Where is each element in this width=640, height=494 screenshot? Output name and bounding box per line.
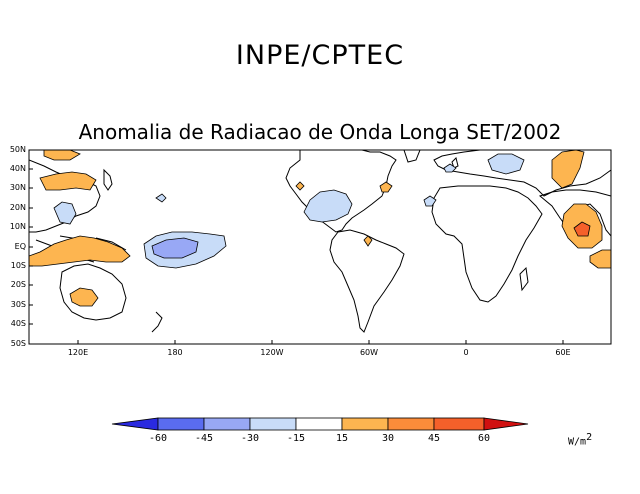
lat-label-50s: 50S [10,339,26,348]
anomaly-neg-caribbean [303,189,353,223]
anomaly-pos-east-asia [39,171,97,191]
lat-label-20s: 20S [10,280,26,289]
lon-label-0: 0 [463,348,469,357]
colorbar-tick-60: 60 [477,433,491,444]
unit-exponent: 2 [586,432,593,443]
lat-label-40s: 40S [10,319,26,328]
colorbar-bin-2 [203,417,251,431]
lat-label-eq: EQ [14,242,26,251]
lat-label-30s: 30S [10,300,26,309]
japan-outline [103,168,113,191]
unit-base: W/m [568,436,587,448]
anomaly-neg-europe-west [443,163,457,173]
australia-outline [59,263,127,321]
anomaly-neg-pacific-north [155,193,167,203]
map-ticks [29,149,564,344]
anomaly-pos-maritime-continent [29,235,131,267]
anomaly-pos-mexico [295,181,305,191]
anomaly-pos-west-pacific-north [43,150,81,161]
greenland-outline [403,150,421,163]
lon-label-120w: 120W [260,348,284,357]
anomaly-pos-indian-core [573,221,591,237]
map-title: Anomalia de Radiacao de Onda Longa SET/2… [78,120,562,144]
lon-label-120e: 120E [67,348,89,357]
anomaly-neg-atlantic-small [423,195,437,207]
lat-label-20n: 20N [9,203,26,212]
lon-label-60e: 60E [555,348,571,357]
anomaly-neg-central-pacific-core [151,237,199,259]
colorbar-bin-6 [387,417,435,431]
colorbar-arrow-right [483,417,529,431]
africa-outline [431,185,543,303]
colorbar-tick-neg45: -45 [194,433,214,444]
madagascar-outline [519,266,529,292]
lat-label-30n: 30N [9,183,26,192]
lat-label-10s: 10S [10,261,26,270]
south-america-outline [329,229,405,333]
new-zealand-outline [151,311,163,333]
colorbar-tick-45: 45 [427,433,441,444]
colorbar-arrow-left [111,417,159,431]
colorbar-tick-neg30: -30 [240,433,260,444]
anomaly-pos-atlantic [379,181,393,193]
anomaly-pos-south-indian [589,249,611,269]
colorbar-unit: W/m2 [568,432,592,447]
colorbar-bin-3 [249,417,297,431]
north-america-outline [285,150,397,233]
organization-title: INPE/CPTEC [235,40,405,71]
lon-label-180: 180 [167,348,183,357]
lon-label-60w: 60W [359,348,379,357]
anomaly-neg-europe [487,153,525,175]
colorbar-tick-neg60: -60 [148,433,168,444]
anomaly-neg-west-pacific [53,201,77,225]
lat-label-50n: 50N [9,145,26,154]
colorbar-tick-neg15: -15 [286,433,306,444]
anomaly-pos-india-north [551,150,585,189]
lat-label-10n: 10N [9,222,26,231]
anomaly-pos-australia [69,287,99,307]
colorbar-bin-1 [157,417,205,431]
eurasia-outline [433,150,611,197]
colorbar-bin-4 [295,417,343,431]
anomaly-pos-amazon [363,235,373,247]
lat-label-40n: 40N [9,164,26,173]
colorbar-bin-7 [433,417,485,431]
colorbar-tick-30: 30 [381,433,395,444]
colorbar-bin-5 [341,417,389,431]
colorbar-tick-15: 15 [335,433,349,444]
